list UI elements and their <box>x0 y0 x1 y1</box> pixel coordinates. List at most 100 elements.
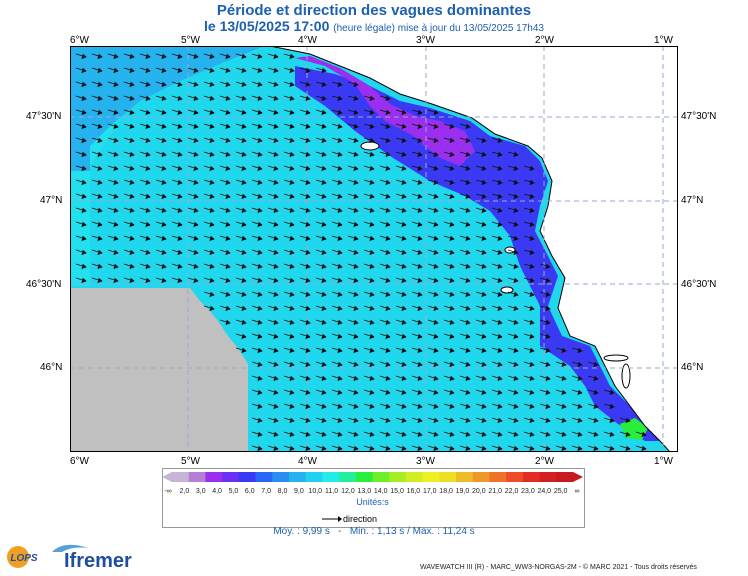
direction-arrowhead <box>113 95 119 102</box>
direction-arrowhead <box>273 179 279 186</box>
direction-arrowhead <box>273 263 279 270</box>
direction-arrowhead <box>321 403 327 410</box>
colorbar-tick-label: 6,0 <box>244 488 255 495</box>
direction-arrowhead <box>465 179 471 186</box>
island-belle-ile <box>360 141 380 151</box>
lat-label-left: 47°N <box>40 195 63 206</box>
colorbar-segment <box>556 472 574 482</box>
direction-arrowhead <box>257 319 263 326</box>
lat-label-left: 46°N <box>40 362 63 373</box>
direction-arrowhead <box>353 333 359 340</box>
direction-arrowhead <box>337 319 343 326</box>
direction-arrowhead <box>401 123 407 130</box>
direction-arrowhead <box>369 375 375 382</box>
direction-arrowhead <box>305 235 311 242</box>
direction-arrowhead <box>161 81 167 88</box>
direction-arrowhead <box>401 361 407 368</box>
direction-arrowhead <box>273 361 279 368</box>
direction-arrowhead <box>465 221 471 228</box>
direction-arrowhead <box>433 445 439 452</box>
direction-arrowhead <box>273 403 279 410</box>
direction-arrowhead <box>161 109 167 116</box>
direction-arrowhead <box>257 137 263 144</box>
direction-arrowhead <box>129 263 135 270</box>
direction-arrowhead <box>385 347 391 354</box>
direction-arrowhead <box>433 389 439 396</box>
direction-arrowhead <box>529 291 535 298</box>
lat-label-left: 46°30'N <box>26 279 62 290</box>
direction-arrowhead <box>305 109 311 116</box>
direction-arrowhead <box>465 445 471 452</box>
direction-arrowhead <box>209 249 215 256</box>
direction-arrowhead <box>129 193 135 200</box>
direction-arrowhead <box>129 151 135 158</box>
direction-arrowhead <box>353 389 359 396</box>
direction-arrowhead <box>113 207 119 214</box>
direction-arrowhead <box>145 249 151 256</box>
direction-arrowhead <box>337 403 343 410</box>
direction-arrowhead <box>513 277 519 284</box>
direction-arrowhead <box>193 249 199 256</box>
direction-arrowhead <box>305 445 311 452</box>
colorbar-segment <box>272 472 290 482</box>
direction-arrowhead <box>465 305 471 312</box>
direction-arrowhead <box>353 137 359 144</box>
direction-arrowhead <box>97 263 103 270</box>
direction-arrowhead <box>481 235 487 242</box>
direction-arrowhead <box>337 165 343 172</box>
direction-arrowhead <box>161 67 167 74</box>
direction-arrowhead <box>177 207 183 214</box>
direction-arrowhead <box>273 193 279 200</box>
colorbar-segment <box>305 472 323 482</box>
direction-arrowhead <box>321 193 327 200</box>
direction-arrowhead <box>129 277 135 284</box>
direction-arrowhead <box>161 53 167 60</box>
direction-arrowhead <box>321 375 327 382</box>
colorbar-segment <box>188 472 206 482</box>
direction-arrowhead <box>561 403 567 410</box>
direction-arrowhead <box>161 263 167 270</box>
direction-arrowhead <box>529 193 535 200</box>
direction-arrowhead <box>257 361 263 368</box>
direction-arrowhead <box>97 123 103 130</box>
direction-arrowhead <box>337 431 343 438</box>
direction-arrowhead <box>433 137 439 144</box>
direction-arrowhead <box>225 95 231 102</box>
direction-arrowhead <box>609 431 615 438</box>
direction-arrowhead <box>529 263 535 270</box>
direction-arrowhead <box>449 221 455 228</box>
direction-arrowhead <box>209 263 215 270</box>
colorbar-tick-label: 13,0 <box>357 488 372 495</box>
direction-arrowhead <box>145 179 151 186</box>
direction-arrowhead <box>433 193 439 200</box>
direction-arrowhead <box>369 123 375 130</box>
direction-arrowhead <box>225 277 231 284</box>
direction-arrowhead <box>529 179 535 186</box>
colorbar-tick-label: 7,0 <box>261 488 272 495</box>
direction-arrowhead <box>97 207 103 214</box>
direction-arrowhead <box>609 389 615 396</box>
lon-label-bottom: 4°W <box>298 456 317 467</box>
colorbar-tick-label: 24,0 <box>537 488 552 495</box>
direction-arrowhead <box>129 137 135 144</box>
direction-arrowhead <box>465 263 471 270</box>
direction-arrowhead <box>273 53 279 60</box>
direction-arrowhead <box>497 403 503 410</box>
direction-arrowhead <box>321 137 327 144</box>
direction-arrowhead <box>321 291 327 298</box>
direction-arrowhead <box>513 207 519 214</box>
direction-arrowhead <box>129 207 135 214</box>
direction-arrowhead <box>241 193 247 200</box>
direction-arrowhead <box>337 291 343 298</box>
direction-arrowhead <box>417 235 423 242</box>
colorbar-segment <box>389 472 407 482</box>
direction-arrowhead <box>577 417 583 424</box>
direction-arrowhead <box>273 67 279 74</box>
direction-arrowhead <box>225 165 231 172</box>
direction-arrowhead <box>385 95 391 102</box>
direction-arrowhead <box>545 319 551 326</box>
direction-arrowhead <box>513 235 519 242</box>
direction-arrowhead <box>465 193 471 200</box>
direction-arrowhead <box>305 305 311 312</box>
direction-arrowhead <box>449 417 455 424</box>
